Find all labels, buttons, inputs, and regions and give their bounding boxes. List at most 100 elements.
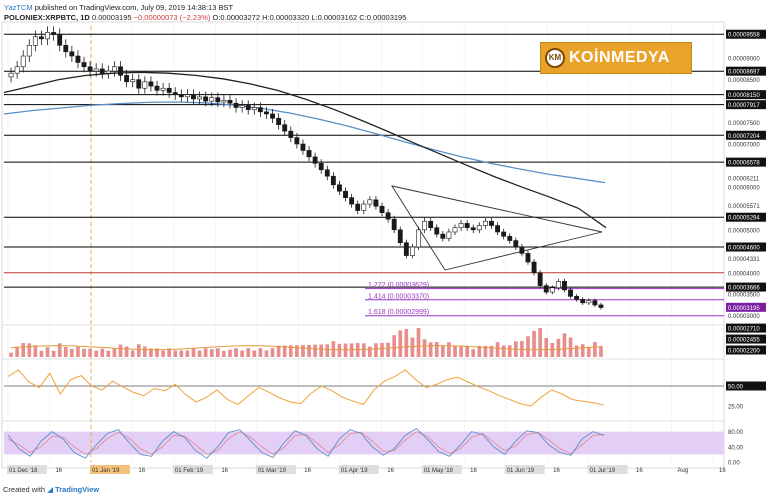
x-tick-tag	[587, 465, 628, 474]
volume-bar	[106, 350, 111, 357]
volume-bar	[313, 344, 317, 357]
volume-bar	[465, 345, 469, 357]
candle-body	[160, 87, 166, 91]
candle-body	[8, 72, 14, 78]
volume-bar	[9, 352, 13, 357]
volume-bar	[27, 343, 32, 357]
volume-bar	[422, 339, 427, 357]
candle-body	[403, 242, 409, 256]
candle-body	[233, 102, 239, 108]
candle-body	[458, 223, 464, 228]
volume-bar	[447, 342, 451, 357]
koinmedya-badge: KM	[545, 48, 565, 68]
candle-body	[26, 45, 32, 57]
tradingview-logo-icon: ◢	[47, 485, 53, 494]
x-tick-tag	[421, 465, 462, 474]
footer-prefix: Created with	[3, 485, 46, 494]
candle-body	[385, 212, 391, 220]
y-tick-label: 0.00002710	[728, 327, 760, 333]
volume-bar	[15, 346, 19, 357]
volume-bar	[392, 335, 397, 357]
x-tick-label: 16	[221, 468, 228, 474]
y-tick-label: 0.00003500	[728, 293, 760, 299]
volume-bar	[88, 348, 92, 357]
volume-bar	[428, 342, 433, 357]
candle-body	[239, 105, 245, 108]
candle-body	[124, 75, 130, 83]
candle-body	[416, 229, 421, 248]
y-tick-label: 0.00006211	[728, 176, 760, 182]
level-price-tag	[726, 29, 766, 39]
candle-body	[39, 36, 44, 40]
candle-body	[598, 304, 604, 308]
volume-bar	[361, 343, 366, 357]
candle-body	[330, 175, 336, 186]
publish-info: YazTCM published on TradingView.com, Jul…	[4, 3, 233, 12]
x-tick-label: 01 Jul '19	[590, 468, 616, 474]
level-price-tag	[726, 66, 766, 76]
candle-body	[221, 99, 227, 103]
volume-bar	[477, 345, 482, 357]
volume-bar	[471, 349, 476, 357]
rsi-tick-label: 50.00	[728, 385, 744, 391]
volume-bar	[495, 342, 500, 357]
candle-body	[191, 94, 196, 100]
candle-body	[482, 220, 488, 226]
volume-bar	[149, 348, 153, 357]
candle-body	[440, 233, 446, 239]
y-tick-label: 0.00005000	[728, 228, 760, 234]
candle-body	[142, 81, 148, 89]
volume-bar	[33, 345, 38, 357]
candle-body	[409, 246, 415, 256]
candle-body	[209, 97, 215, 102]
candle-body	[373, 199, 379, 207]
x-tick-tag	[172, 465, 213, 474]
candle-body	[178, 94, 184, 98]
candle-body	[251, 107, 257, 110]
candle-body	[543, 285, 549, 293]
candle-body	[245, 105, 251, 110]
candle-body	[282, 124, 288, 132]
fib-label: 1.272 (0.00003629)	[368, 282, 429, 289]
candle-body	[562, 281, 567, 291]
volume-bar	[57, 343, 62, 357]
stoch-tick-label: 0.00	[728, 461, 740, 467]
candle-body	[476, 225, 482, 231]
volume-bar	[538, 328, 542, 357]
volume-bar	[240, 350, 244, 357]
volume-bar	[161, 350, 165, 357]
volume-bar	[222, 350, 226, 357]
volume-bar	[507, 345, 512, 357]
x-tick-label: 01 Mar '19	[258, 468, 287, 474]
author-name[interactable]: YazTCM	[4, 3, 33, 12]
volume-bar	[258, 348, 263, 357]
stoch-d-line	[7, 431, 605, 455]
y-tick-label: 0.00004600	[728, 246, 760, 252]
x-tick-label: 01 Dec '18	[9, 468, 38, 474]
candle-body	[391, 218, 397, 231]
ohlc-values: O:0.00003272 H:0.00003320 L:0.00003162 C…	[212, 13, 407, 22]
volume-bar	[209, 349, 214, 357]
level-price-tag	[726, 212, 766, 222]
symbol-info: POLONIEX:XRPBTC, 1D 0.00003195 −0.000000…	[4, 13, 406, 22]
symbol-label[interactable]: POLONIEX:XRPBTC, 1D	[4, 13, 90, 22]
volume-bar	[441, 345, 445, 357]
candle-body	[379, 205, 385, 213]
y-tick-label: 0.00007000	[728, 143, 760, 149]
y-tick-label: 0.00002200	[728, 349, 760, 355]
level-price-tag	[726, 282, 766, 292]
volume-bar	[282, 345, 287, 357]
rsi-tick-label: 25.00	[728, 405, 744, 411]
volume-bar	[337, 343, 342, 357]
volume-bar	[319, 344, 324, 357]
level-price-tag	[726, 323, 766, 333]
footer-brand[interactable]: TradingView	[55, 485, 100, 494]
x-tick-label: 01 Feb '19	[175, 468, 204, 474]
level-price-tag	[726, 90, 766, 100]
x-tick-label: 16	[387, 468, 394, 474]
ma-black-line	[3, 71, 607, 229]
candle-body	[537, 272, 543, 286]
price-change: −0.00000073 (−2.23%)	[133, 13, 211, 22]
candle-body	[118, 66, 123, 76]
